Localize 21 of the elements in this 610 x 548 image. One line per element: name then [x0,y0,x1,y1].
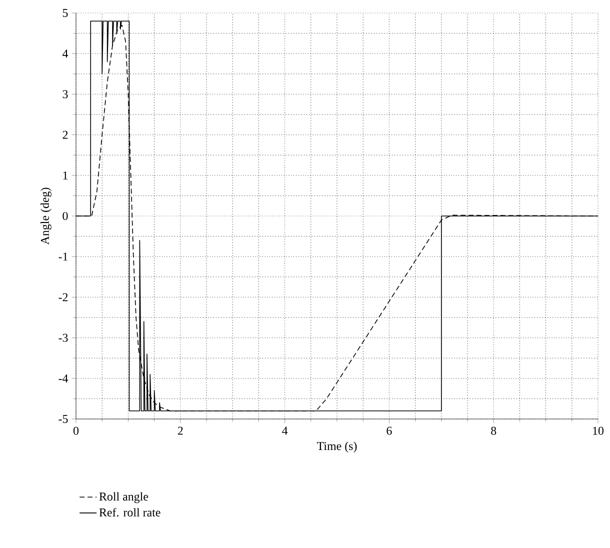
y-tick-label: 3 [62,90,68,98]
y-tick-label: 5 [62,9,68,17]
x-tick-label: 10 [593,426,604,435]
y-tick-label: -5 [58,415,68,423]
y-tick-label: -4 [58,374,68,382]
x-axis-title: Time (s) [317,442,357,453]
x-tick-label: 0 [73,426,79,435]
y-tick-label: 1 [63,171,68,180]
legend-label: Roll angle [99,492,148,504]
y-tick-label: 2 [62,130,68,139]
y-tick-label: -2 [58,293,68,302]
x-tick-label: 4 [282,426,288,435]
y-tick-label: 0 [62,212,68,220]
x-tick-label: 2 [178,426,183,435]
x-tick-label: 6 [386,426,392,435]
y-tick-label: -3 [58,334,68,342]
y-tick-label: -1 [58,252,68,261]
y-axis-title: Angle (deg) [40,188,52,245]
legend-label: Ref. roll rate [99,508,160,517]
y-tick-label: 4 [62,50,68,58]
x-tick-label: 8 [491,426,496,435]
